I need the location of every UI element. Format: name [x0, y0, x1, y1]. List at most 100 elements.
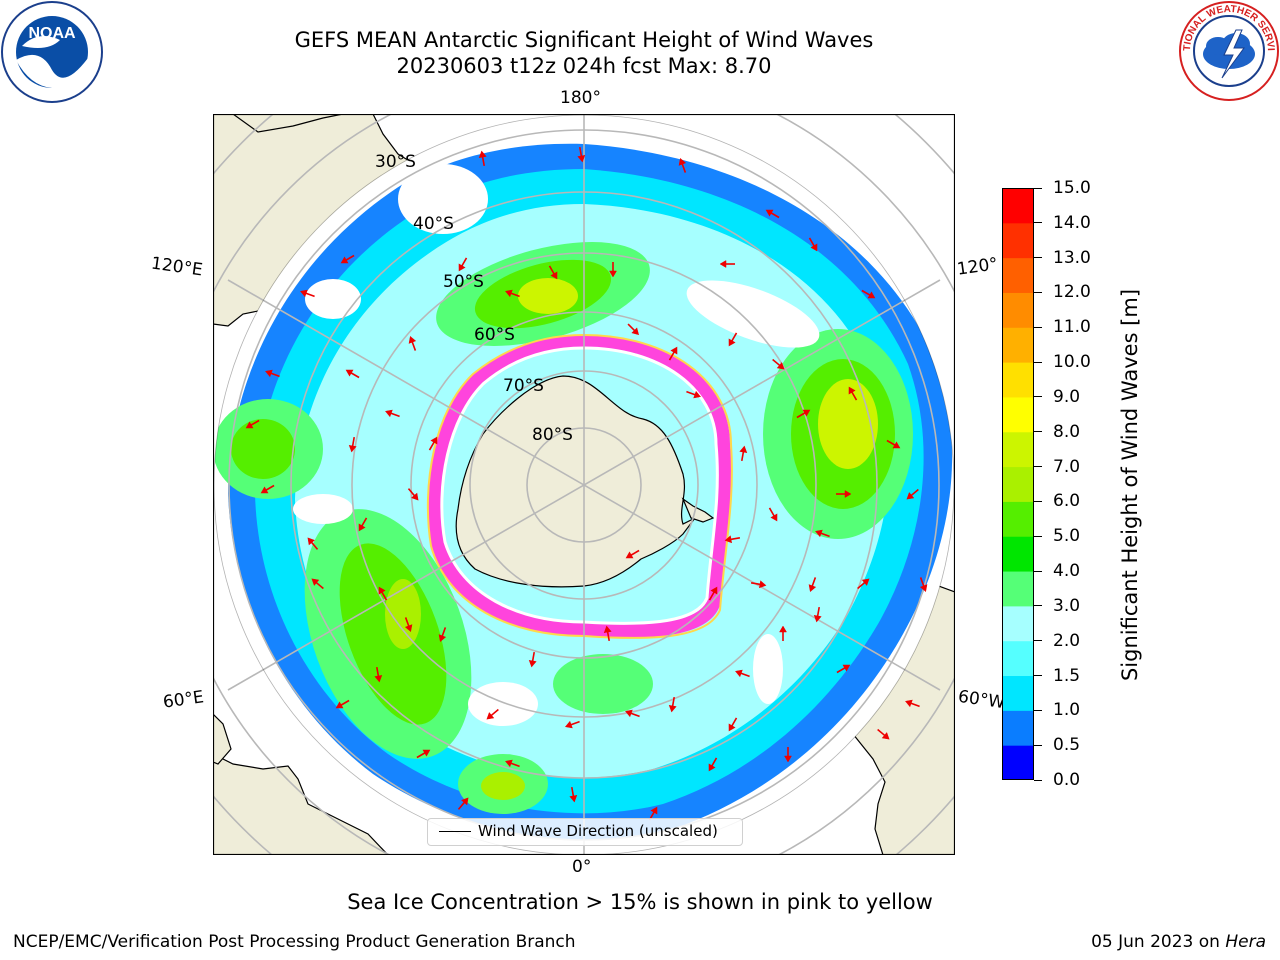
lat-label-40s: 40°S [413, 214, 454, 234]
colorbar-segment [1002, 396, 1034, 433]
colorbar-tick [1034, 222, 1042, 224]
colorbar-tick-label: 10.0 [1053, 352, 1091, 373]
noaa-logo: NOAA [1, 1, 103, 103]
colorbar-border [1002, 188, 1034, 780]
wave-arrow [728, 717, 738, 732]
colorbar-tick [1034, 431, 1042, 433]
wave-arrow [735, 669, 750, 678]
lon-label-60e: 60°E [161, 687, 206, 713]
colorbar-tick-label: 9.0 [1053, 386, 1081, 407]
colorbar-segment [1002, 675, 1034, 711]
wave-arrow [478, 150, 487, 167]
wave-arrow [784, 747, 792, 763]
colorbar-tick-label: 5.0 [1053, 526, 1081, 547]
lon-label-120w: 120° [955, 254, 1000, 280]
wave-arrow [505, 289, 520, 298]
colorbar-tick-label: 8.0 [1053, 421, 1081, 442]
wave-arrow [569, 786, 578, 803]
wave-arrow [815, 529, 830, 538]
wave-arrow [627, 323, 640, 336]
wave-arrow [407, 488, 419, 501]
colorbar-tick [1034, 570, 1042, 572]
colorbar-segment [1002, 640, 1034, 677]
colorbar-tick-label: 11.0 [1053, 317, 1091, 338]
colorbar-tick [1034, 466, 1042, 468]
chart-title: GEFS MEAN Antarctic Significant Height o… [294, 28, 874, 52]
nws-logo: NATIONAL WEATHER SERVICE [1178, 0, 1279, 101]
wave-arrow [335, 699, 350, 709]
wave-arrow [765, 209, 780, 219]
colorbar-tick [1034, 640, 1042, 642]
wave-arrow [416, 749, 431, 759]
wave-arrow [905, 699, 920, 708]
wave-arrow [404, 617, 413, 632]
colorbar-tick-label: 2.0 [1053, 630, 1081, 651]
wave-arrow [528, 651, 537, 668]
wave-arrow [861, 289, 876, 299]
wave-arrow [311, 578, 324, 590]
wave-arrow [245, 419, 260, 429]
lat-label-30s: 30°S [375, 152, 416, 172]
colorbar-segment [1002, 501, 1034, 537]
colorbar-segment [1002, 745, 1034, 780]
wave-arrow [779, 625, 787, 641]
wave-arrow [265, 369, 280, 378]
wave-arrow [739, 445, 748, 462]
lon-label-60w: 60°W [956, 686, 1007, 714]
wave-arrow [385, 409, 400, 418]
wave-arrow [458, 257, 468, 272]
colorbar-tick-label: 12.0 [1053, 282, 1091, 303]
wave-arrow [348, 436, 357, 453]
wave-arrow [848, 386, 858, 401]
colorbar [1002, 188, 1034, 780]
polar-map: 30°S 40°S 50°S 60°S 70°S 80°S [213, 114, 955, 855]
colorbar-tick-label: 1.5 [1053, 665, 1081, 686]
legend-label: Wind Wave Direction (unscaled) [478, 822, 718, 840]
wave-arrow [678, 158, 687, 173]
wave-arrow [565, 720, 580, 729]
colorbar-tick [1034, 605, 1042, 607]
colorbar-tick [1034, 675, 1042, 677]
colorbar-segment [1002, 536, 1034, 572]
colorbar-tick [1034, 326, 1042, 328]
colorbar-segment [1002, 188, 1034, 224]
colorbar-tick-label: 7.0 [1053, 456, 1081, 477]
wave-arrow [438, 627, 447, 642]
wave-arrow [750, 580, 767, 589]
wave-arrow [577, 146, 586, 163]
wave-arrow [378, 586, 388, 601]
wave-arrow [877, 728, 890, 740]
colorbar-segment [1002, 362, 1034, 398]
land-antarctic-peninsula [681, 497, 715, 523]
colorbar-tick-label: 6.0 [1053, 491, 1081, 512]
wave-arrow [505, 759, 520, 768]
wave-arrow [340, 254, 355, 264]
wave-arrow [808, 237, 818, 252]
footer-date-text: 05 Jun 2023 on [1091, 932, 1226, 952]
colorbar-label: Significant Height of Wind Waves [m] [1118, 288, 1142, 682]
colorbar-tick [1034, 500, 1042, 502]
footer-date: 05 Jun 2023 on Hera [1091, 932, 1266, 952]
wave-arrow [374, 666, 383, 683]
colorbar-tick [1034, 291, 1042, 293]
lat-label-60s: 60°S [474, 325, 515, 345]
footer-credit: NCEP/EMC/Verification Post Processing Pr… [13, 932, 576, 952]
wave-arrow [358, 517, 368, 532]
footer-host: Hera [1225, 932, 1266, 952]
wave-arrow [813, 606, 822, 623]
colorbar-segment [1002, 292, 1034, 328]
colorbar-segment [1002, 710, 1034, 746]
wave-arrow [260, 484, 275, 494]
colorbar-tick-label: 4.0 [1053, 561, 1081, 582]
colorbar-tick-label: 14.0 [1053, 212, 1091, 233]
wave-arrow [768, 507, 778, 522]
colorbar-tick [1034, 257, 1042, 259]
map-legend: Wind Wave Direction (unscaled) [427, 818, 743, 846]
wave-arrow [408, 336, 417, 351]
lat-label-50s: 50°S [443, 272, 484, 292]
colorbar-segment [1002, 327, 1034, 363]
lon-label-120e: 120°E [149, 253, 204, 281]
wave-arrow [428, 436, 438, 451]
colorbar-segment [1002, 466, 1034, 502]
colorbar-tick-label: 13.0 [1053, 247, 1091, 268]
